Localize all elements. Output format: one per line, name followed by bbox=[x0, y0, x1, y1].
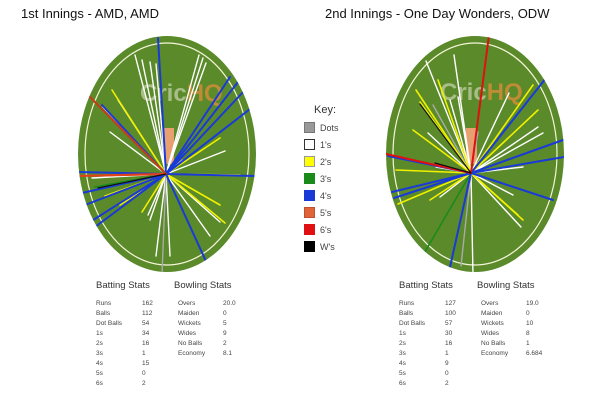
batting-stats-table: Runs 162 Balls 112 Dot Balls 54 1s 34 2s 16 3… bbox=[96, 299, 176, 389]
stat-row: No Balls 1 bbox=[481, 340, 530, 347]
legend-item-dots: Dots bbox=[304, 119, 364, 136]
stat-row: 1s 34 bbox=[96, 330, 150, 337]
stat-row: Balls 112 bbox=[96, 310, 153, 317]
batting-stats-heading: Batting Stats bbox=[399, 280, 453, 291]
stat-row: Dot Balls 57 bbox=[399, 320, 453, 327]
stat-row: Wides 9 bbox=[178, 330, 227, 337]
pitch bbox=[466, 128, 477, 164]
innings-1-stats: Batting Stats Bowling Stats Runs 162 Ball… bbox=[96, 280, 253, 389]
stat-row: 4s 9 bbox=[399, 360, 449, 367]
dots-swatch-icon bbox=[304, 122, 315, 133]
stat-row: 5s 0 bbox=[96, 370, 146, 377]
pitch bbox=[163, 128, 174, 164]
boundary-rope bbox=[84, 42, 250, 266]
stat-row: Overs 19.0 bbox=[481, 300, 539, 307]
bowling-stats-heading: Bowling Stats bbox=[174, 280, 232, 291]
stat-row: Runs 162 bbox=[96, 300, 153, 307]
stat-row: 2s 16 bbox=[96, 340, 150, 347]
legend: Key: Dots 1's 2's 3's 4's 5's 6's W's bbox=[304, 104, 364, 255]
innings-2-title: 2nd Innings - One Day Wonders, ODW bbox=[325, 6, 550, 21]
fives-swatch-icon bbox=[304, 207, 315, 218]
stat-row: 2s 16 bbox=[399, 340, 453, 347]
ones-swatch-icon bbox=[304, 139, 315, 150]
stat-row: 6s 2 bbox=[399, 380, 449, 387]
legend-item-5s: 5's bbox=[304, 204, 364, 221]
sixes-swatch-icon bbox=[304, 224, 315, 235]
legend-item-4s: 4's bbox=[304, 187, 364, 204]
stat-row: Wickets 10 bbox=[481, 320, 534, 327]
wagon-wheel-innings-2: CricHQ bbox=[386, 36, 564, 272]
shot-lines bbox=[78, 37, 256, 272]
stat-row: Runs 127 bbox=[399, 300, 456, 307]
legend-item-wickets: W's bbox=[304, 238, 364, 255]
stat-row: 6s 2 bbox=[96, 380, 146, 387]
legend-item-3s: 3's bbox=[304, 170, 364, 187]
stat-row: Overs 20.0 bbox=[178, 300, 236, 307]
boundary-rope bbox=[392, 42, 558, 266]
threes-swatch-icon bbox=[304, 173, 315, 184]
stat-row: Economy 8.1 bbox=[178, 350, 233, 357]
fours-swatch-icon bbox=[304, 190, 315, 201]
legend-item-2s: 2's bbox=[304, 153, 364, 170]
stat-row: Wides 8 bbox=[481, 330, 530, 337]
wagon-wheel-innings-1: CricHQ bbox=[78, 36, 256, 272]
stat-row: 4s 15 bbox=[96, 360, 150, 367]
stat-row: 5s 0 bbox=[399, 370, 449, 377]
stat-row: 1s 30 bbox=[399, 330, 453, 337]
legend-item-6s: 6's bbox=[304, 221, 364, 238]
stat-row: Dot Balls 54 bbox=[96, 320, 150, 327]
legend-title: Key: bbox=[314, 104, 337, 116]
stat-row: Balls 100 bbox=[399, 310, 456, 317]
batting-stats-heading: Batting Stats bbox=[96, 280, 150, 291]
stat-row: 3s 1 bbox=[96, 350, 146, 357]
shot-lines bbox=[386, 36, 564, 272]
stat-row: Maiden 0 bbox=[481, 310, 530, 317]
bowling-stats-heading: Bowling Stats bbox=[477, 280, 535, 291]
stat-row: Wickets 5 bbox=[178, 320, 227, 327]
stat-row: Maiden 0 bbox=[178, 310, 227, 317]
stat-row: Economy 6.684 bbox=[481, 350, 543, 357]
innings-2-stats: Batting Stats Bowling Stats Runs 127 Ball… bbox=[399, 280, 556, 389]
twos-swatch-icon bbox=[304, 156, 315, 167]
crichq-watermark: CricHQ bbox=[140, 80, 223, 107]
batting-stats-table: Runs 127 Balls 100 Dot Balls 57 1s 30 2s 16 3… bbox=[399, 299, 479, 389]
bowling-stats-table: Overs 20.0 Maiden 0 Wickets 5 Wides 9 No Bal… bbox=[178, 299, 253, 389]
bowling-stats-table: Overs 19.0 Maiden 0 Wickets 10 Wides 8 No Ba… bbox=[481, 299, 556, 389]
innings-1-title: 1st Innings - AMD, AMD bbox=[21, 6, 159, 21]
stat-row: 3s 1 bbox=[399, 350, 449, 357]
legend-item-1s: 1's bbox=[304, 136, 364, 153]
wickets-swatch-icon bbox=[304, 241, 315, 252]
stat-row: No Balls 2 bbox=[178, 340, 227, 347]
